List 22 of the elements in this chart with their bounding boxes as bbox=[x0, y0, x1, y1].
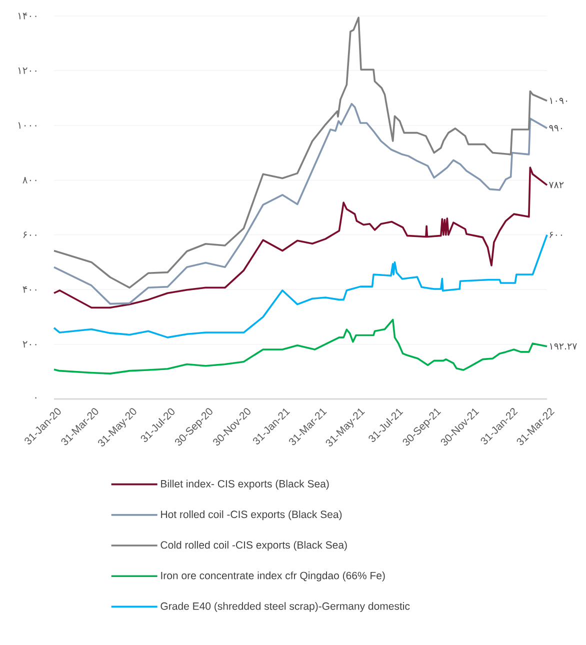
legend-label: Iron ore concentrate index cfr Qingdao (66% Fe) bbox=[161, 572, 385, 582]
y-tick-label: ۱۲۰۰ bbox=[18, 68, 36, 74]
annotation: ۶۰۰ bbox=[550, 232, 562, 238]
y-tick-label: ۶۰۰ bbox=[23, 232, 36, 238]
annotation: ۷۸۲ bbox=[548, 182, 564, 188]
y-tick-label: ۱۰۰۰ bbox=[18, 122, 36, 129]
annotation: ۱۹۲.۲۷ bbox=[550, 343, 577, 350]
legend-label: Grade E40 (shredded steel scrap)-Germany domestic bbox=[160, 602, 410, 612]
annotation: ۱۰۹۰ bbox=[550, 98, 568, 104]
y-tick-label: ۴۰۰ bbox=[22, 286, 36, 293]
legend-label: Hot rolled coil -CIS exports (Black Sea) bbox=[161, 510, 342, 520]
y-tick-label: ۱۴۰۰ bbox=[18, 12, 36, 20]
line-series bbox=[53, 318, 548, 374]
legend-label: Cold rolled coil -CIS exports (Black Sea) bbox=[160, 540, 347, 551]
y-tick-label: ۲۰۰ bbox=[22, 341, 36, 348]
legend-label: Billet index- CIS exports (Black Sea) bbox=[161, 480, 329, 490]
line-series bbox=[53, 16, 548, 289]
line-series bbox=[53, 166, 548, 309]
annotation: ۹۹۰ bbox=[549, 125, 562, 132]
y-tick-label: ۰ bbox=[35, 397, 36, 399]
y-tick-label: ۸۰۰ bbox=[22, 176, 36, 184]
line-series bbox=[53, 102, 548, 305]
